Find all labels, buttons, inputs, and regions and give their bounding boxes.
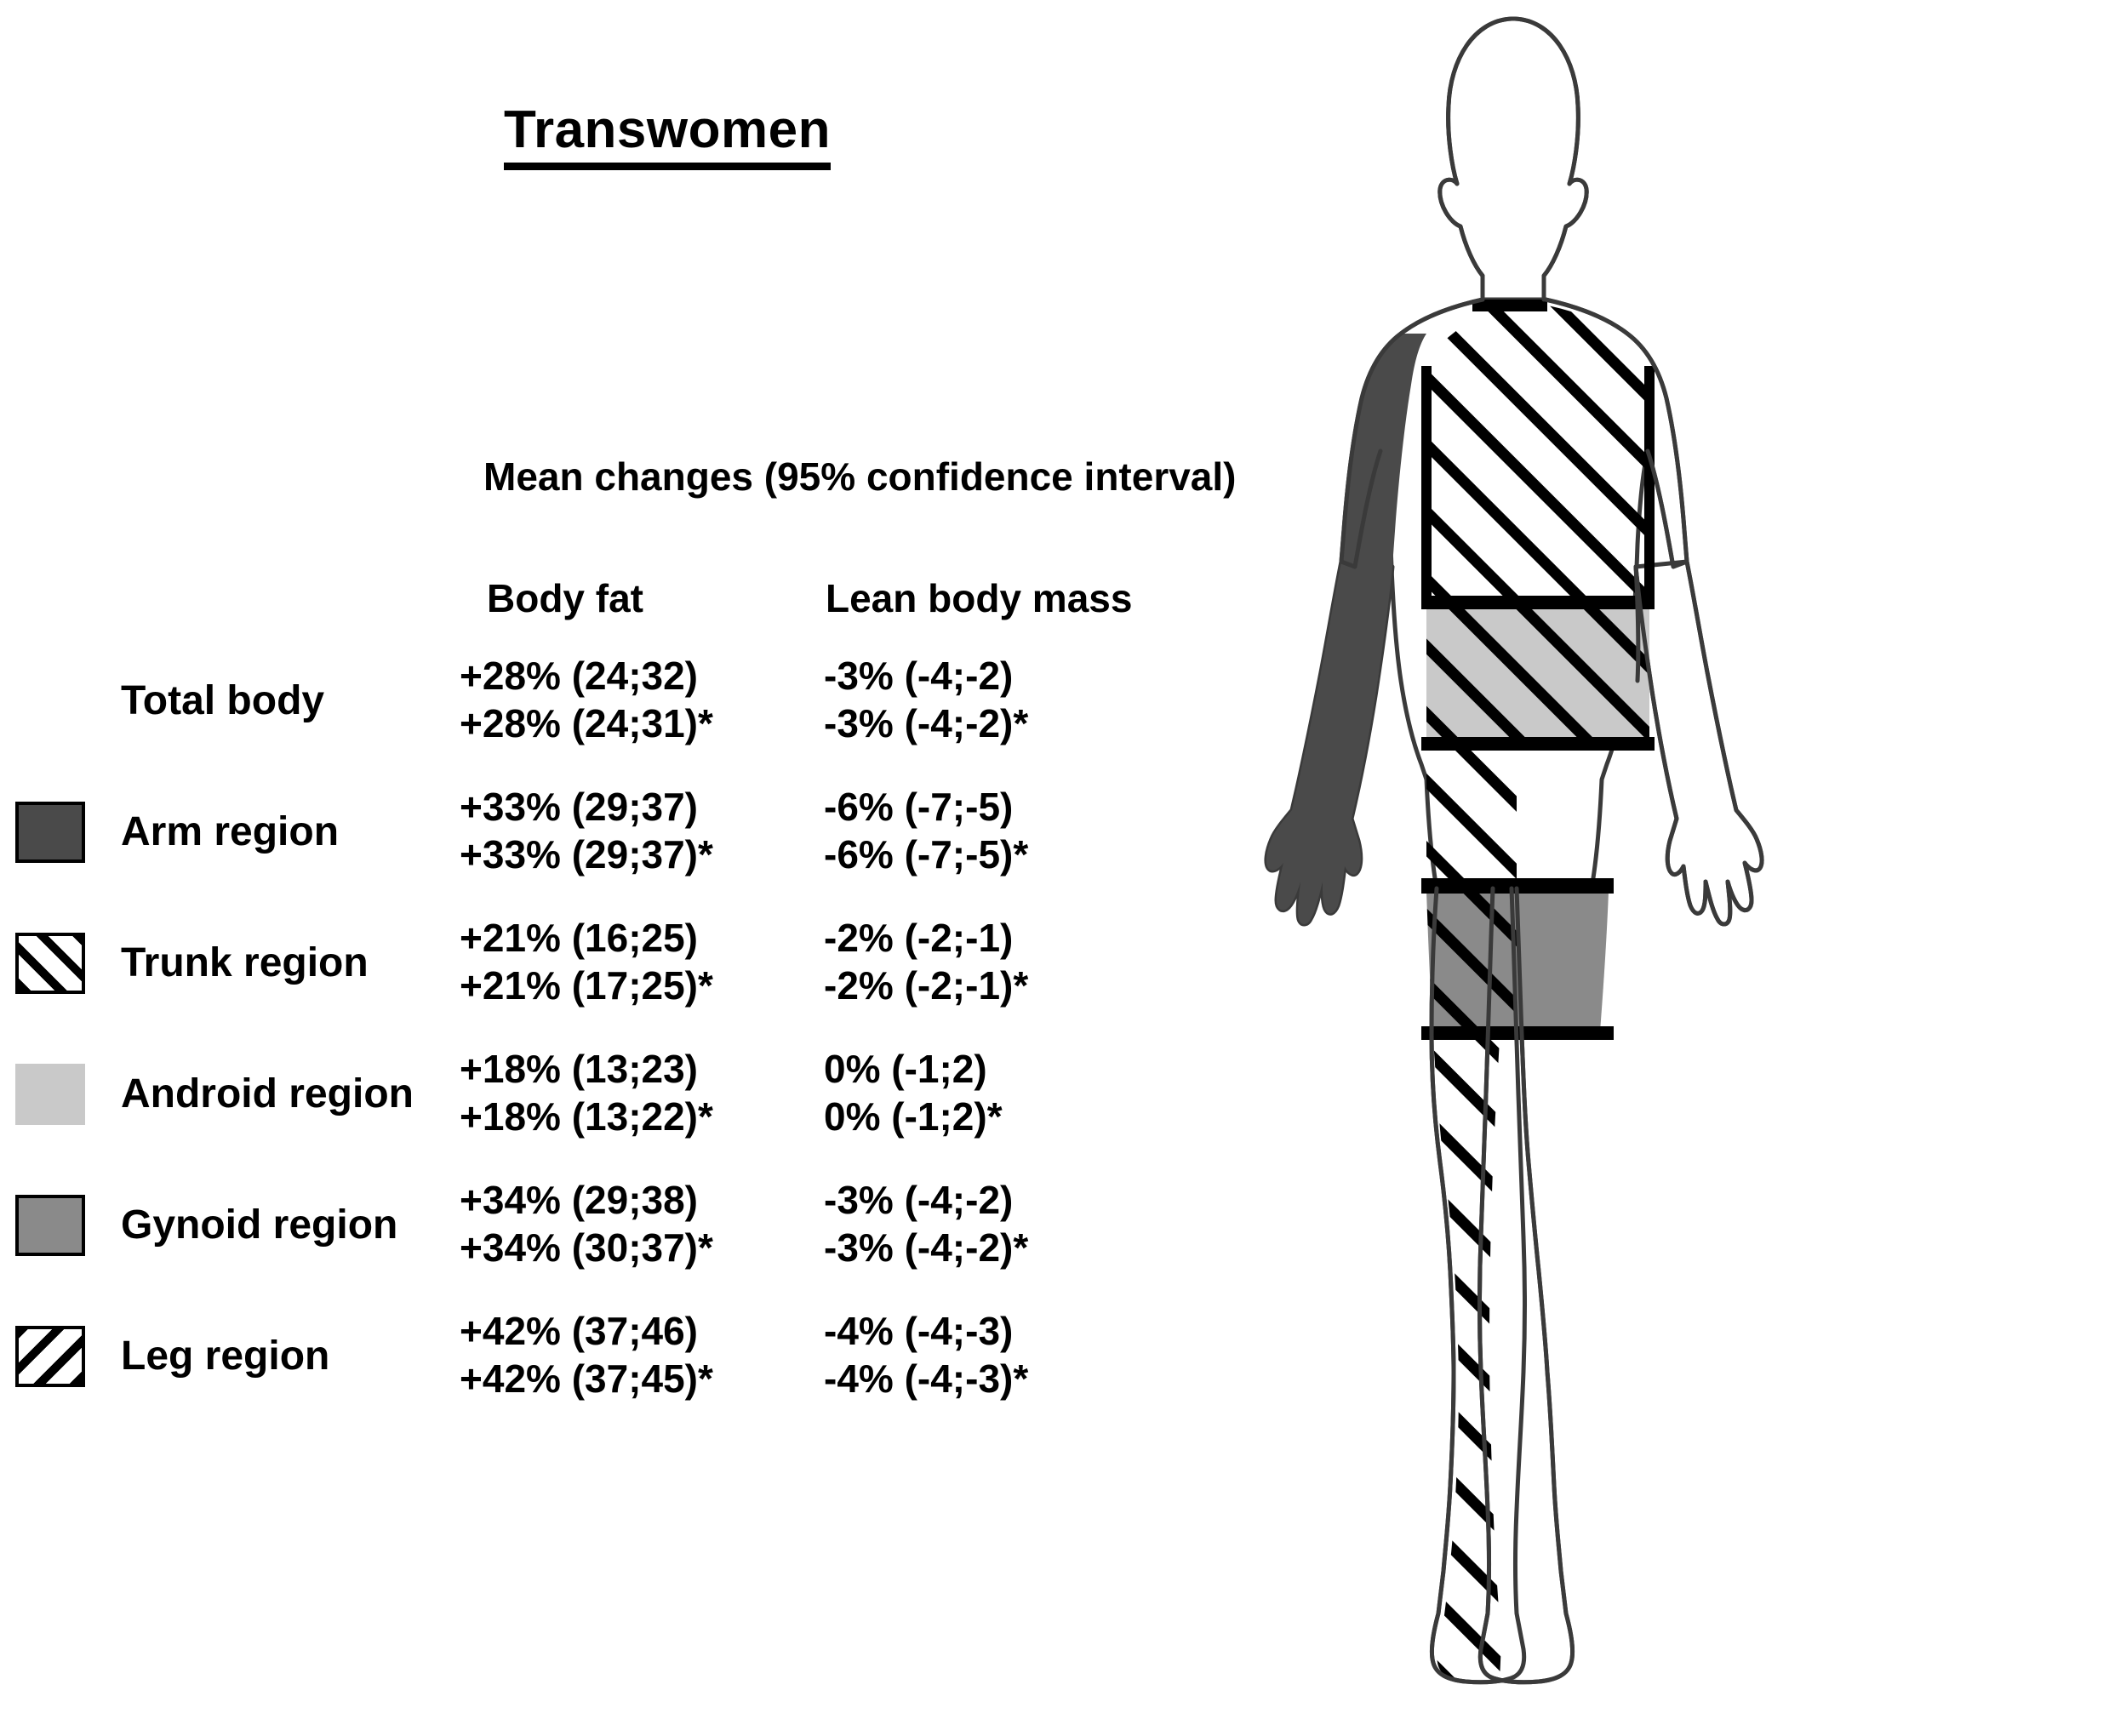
value-line-adjusted: +34% (30;37)*	[460, 1225, 713, 1271]
legend-swatch-arm-region	[15, 802, 85, 863]
region-label: Trunk region	[121, 940, 369, 985]
value-line-primary: -4% (-4;-3)	[824, 1309, 1014, 1353]
value-line-primary: +18% (13;23)	[460, 1047, 698, 1091]
body-fat-value: +21% (16;25) +21% (17;25)*	[460, 914, 713, 1009]
body-diagram	[1260, 0, 2109, 1736]
table-row: Trunk region +21% (16;25) +21% (17;25)* …	[0, 909, 1192, 1040]
legend-swatch-gynoid-region	[15, 1195, 85, 1256]
lean-mass-value: -3% (-4;-2) -3% (-4;-2)*	[824, 1176, 1028, 1271]
body-fat-value: +33% (29;37) +33% (29;37)*	[460, 783, 713, 878]
value-line-adjusted: +33% (29;37)*	[460, 832, 713, 877]
value-line-primary: -2% (-2;-1)	[824, 916, 1014, 960]
region-label: Total body	[121, 678, 325, 723]
region-label: Gynoid region	[121, 1202, 398, 1248]
value-line-primary: +21% (16;25)	[460, 916, 698, 960]
value-line-primary: 0% (-1;2)	[824, 1047, 987, 1091]
body-fat-value: +34% (29;38) +34% (30;37)*	[460, 1176, 713, 1271]
value-line-adjusted: +28% (24;31)*	[460, 701, 713, 746]
table-row: Total body +28% (24;32) +28% (24;31)* -3…	[0, 647, 1192, 778]
lean-mass-value: -4% (-4;-3) -4% (-4;-3)*	[824, 1307, 1028, 1402]
value-line-adjusted: -4% (-4;-3)*	[824, 1356, 1029, 1402]
body-fat-value: +28% (24;32) +28% (24;31)*	[460, 652, 713, 747]
trunk-region-lower	[1426, 751, 1517, 885]
value-line-adjusted: 0% (-1;2)*	[824, 1094, 1003, 1139]
value-line-adjusted: +42% (37;45)*	[460, 1356, 713, 1402]
body-outline-overlay	[1339, 16, 1764, 1685]
lean-mass-value: -2% (-2;-1) -2% (-2;-1)*	[824, 914, 1028, 1009]
trunk-region-fill	[1421, 300, 1655, 597]
region-label: Arm region	[121, 809, 340, 854]
swatch-hatch-backward-icon	[15, 1326, 85, 1387]
legend-swatch-total-body	[15, 671, 85, 732]
value-line-adjusted: -3% (-4;-2)*	[824, 701, 1029, 746]
value-line-primary: +42% (37;46)	[460, 1309, 698, 1353]
legend-swatch-leg-region	[15, 1326, 85, 1387]
legend-swatch-trunk-region	[15, 933, 85, 994]
legend-swatch-android-region	[15, 1064, 85, 1125]
swatch-solid-medium-icon	[15, 1195, 85, 1256]
value-line-primary: +33% (29;37)	[460, 785, 698, 829]
arm-region-fill	[1266, 334, 1426, 924]
region-label: Leg region	[121, 1333, 330, 1379]
value-line-primary: -3% (-4;-2)	[824, 1178, 1014, 1222]
table-row: Android region +18% (13;23) +18% (13;22)…	[0, 1040, 1192, 1171]
gynoid-region-fill	[1421, 878, 1614, 1040]
body-fat-value: +42% (37;46) +42% (37;45)*	[460, 1307, 713, 1402]
swatch-solid-light-icon	[15, 1064, 85, 1125]
panel-heading: Mean changes (95% confidence interval)	[483, 454, 1237, 499]
legend-data-table: Total body +28% (24;32) +28% (24;31)* -3…	[0, 647, 1192, 1433]
android-region-fill	[1421, 596, 1655, 751]
region-label: Android region	[121, 1071, 414, 1116]
value-line-adjusted: -6% (-7;-5)*	[824, 832, 1029, 877]
value-line-adjusted: -2% (-2;-1)*	[824, 963, 1029, 1008]
column-header-lean-body-mass: Lean body mass	[826, 576, 1133, 620]
body-fat-value: +18% (13;23) +18% (13;22)*	[460, 1045, 713, 1140]
value-line-primary: +34% (29;38)	[460, 1178, 698, 1222]
swatch-hatch-forward-icon	[15, 933, 85, 994]
table-row: Arm region +33% (29;37) +33% (29;37)* -6…	[0, 778, 1192, 909]
table-row: Gynoid region +34% (29;38) +34% (30;37)*…	[0, 1171, 1192, 1302]
value-line-adjusted: +18% (13;22)*	[460, 1094, 713, 1139]
table-row: Leg region +42% (37;46) +42% (37;45)* -4…	[0, 1302, 1192, 1433]
value-line-primary: -3% (-4;-2)	[824, 654, 1014, 698]
value-line-primary: -6% (-7;-5)	[824, 785, 1014, 829]
lean-mass-value: -3% (-4;-2) -3% (-4;-2)*	[824, 652, 1028, 747]
value-line-adjusted: -3% (-4;-2)*	[824, 1225, 1029, 1271]
swatch-solid-dark-icon	[15, 802, 85, 863]
lean-mass-value: -6% (-7;-5) -6% (-7;-5)*	[824, 783, 1028, 878]
value-line-adjusted: +21% (17;25)*	[460, 963, 713, 1008]
page-title: Transwomen	[504, 102, 831, 171]
lean-mass-value: 0% (-1;2) 0% (-1;2)*	[824, 1045, 1003, 1140]
value-line-primary: +28% (24;32)	[460, 654, 698, 698]
swatch-none-icon	[15, 671, 85, 732]
column-header-body-fat: Body fat	[487, 576, 643, 620]
